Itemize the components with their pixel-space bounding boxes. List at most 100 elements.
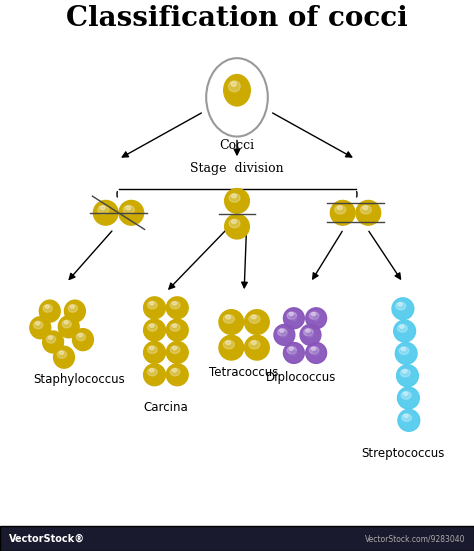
Ellipse shape <box>291 316 297 321</box>
Ellipse shape <box>304 328 313 336</box>
Ellipse shape <box>224 74 250 106</box>
Ellipse shape <box>310 347 319 354</box>
Ellipse shape <box>30 317 51 339</box>
Ellipse shape <box>219 310 244 334</box>
Text: VectorStock®: VectorStock® <box>9 534 85 544</box>
Ellipse shape <box>400 325 404 328</box>
Ellipse shape <box>100 206 105 210</box>
Text: Streptococcus: Streptococcus <box>361 447 445 461</box>
Text: Tetracoccus: Tetracoccus <box>210 366 279 379</box>
Ellipse shape <box>306 329 310 332</box>
Ellipse shape <box>223 341 235 349</box>
Text: Carcina: Carcina <box>144 401 188 414</box>
Ellipse shape <box>173 369 177 372</box>
Text: Diplococcus: Diplococcus <box>266 370 336 383</box>
Ellipse shape <box>229 219 240 228</box>
Ellipse shape <box>223 315 235 323</box>
Ellipse shape <box>404 414 408 418</box>
Ellipse shape <box>45 305 49 309</box>
Ellipse shape <box>330 201 355 225</box>
Ellipse shape <box>289 312 293 316</box>
Ellipse shape <box>150 324 154 327</box>
Ellipse shape <box>401 347 406 350</box>
Ellipse shape <box>173 347 177 350</box>
Ellipse shape <box>397 365 419 387</box>
Ellipse shape <box>398 409 420 431</box>
Ellipse shape <box>249 341 260 349</box>
Ellipse shape <box>173 302 177 305</box>
Ellipse shape <box>48 336 53 339</box>
Ellipse shape <box>144 364 165 386</box>
Ellipse shape <box>394 320 416 342</box>
Ellipse shape <box>144 297 165 318</box>
Ellipse shape <box>34 321 43 329</box>
Ellipse shape <box>46 336 56 343</box>
Ellipse shape <box>280 329 284 332</box>
Ellipse shape <box>43 331 64 353</box>
Ellipse shape <box>251 341 256 344</box>
Ellipse shape <box>93 201 118 225</box>
Text: VectorStock.com/9283040: VectorStock.com/9283040 <box>365 534 465 543</box>
Ellipse shape <box>166 297 188 318</box>
Ellipse shape <box>225 214 249 239</box>
Ellipse shape <box>166 342 188 363</box>
Ellipse shape <box>119 201 144 225</box>
Ellipse shape <box>363 206 368 210</box>
Ellipse shape <box>245 336 269 360</box>
Ellipse shape <box>356 201 381 225</box>
Ellipse shape <box>173 324 177 327</box>
Ellipse shape <box>306 343 327 363</box>
Ellipse shape <box>231 82 237 87</box>
Ellipse shape <box>147 301 157 309</box>
Ellipse shape <box>147 368 157 376</box>
Ellipse shape <box>68 305 77 312</box>
Ellipse shape <box>62 320 71 328</box>
Text: Staphylococcus: Staphylococcus <box>33 373 125 386</box>
FancyBboxPatch shape <box>0 526 474 551</box>
Ellipse shape <box>123 206 135 214</box>
Ellipse shape <box>395 343 417 364</box>
Ellipse shape <box>170 301 180 309</box>
Ellipse shape <box>36 322 40 325</box>
Ellipse shape <box>231 194 237 198</box>
Ellipse shape <box>170 368 180 376</box>
Ellipse shape <box>144 319 165 341</box>
Ellipse shape <box>39 300 60 322</box>
Ellipse shape <box>401 369 410 377</box>
Ellipse shape <box>300 325 321 345</box>
Ellipse shape <box>225 188 249 213</box>
Ellipse shape <box>150 347 154 350</box>
Ellipse shape <box>147 346 157 354</box>
Ellipse shape <box>308 332 313 337</box>
Ellipse shape <box>278 328 287 336</box>
Ellipse shape <box>398 325 407 332</box>
Ellipse shape <box>396 302 406 310</box>
Ellipse shape <box>401 392 411 399</box>
Ellipse shape <box>289 347 293 350</box>
Ellipse shape <box>251 315 256 319</box>
Ellipse shape <box>59 351 64 354</box>
Ellipse shape <box>229 193 240 202</box>
Ellipse shape <box>306 308 327 329</box>
Ellipse shape <box>166 319 188 341</box>
Text: Cocci: Cocci <box>219 139 255 152</box>
Ellipse shape <box>274 325 295 345</box>
Ellipse shape <box>287 347 297 354</box>
Ellipse shape <box>150 302 154 305</box>
Ellipse shape <box>57 350 66 358</box>
Ellipse shape <box>398 302 402 306</box>
Ellipse shape <box>70 305 74 309</box>
Ellipse shape <box>226 341 231 344</box>
Ellipse shape <box>313 350 319 355</box>
Ellipse shape <box>399 347 409 354</box>
Ellipse shape <box>126 206 131 210</box>
Ellipse shape <box>283 343 304 363</box>
Ellipse shape <box>282 332 287 337</box>
Ellipse shape <box>310 312 319 319</box>
Ellipse shape <box>313 316 319 321</box>
Ellipse shape <box>398 387 419 409</box>
Ellipse shape <box>283 308 304 329</box>
Ellipse shape <box>403 392 408 395</box>
Ellipse shape <box>170 346 180 354</box>
Ellipse shape <box>58 316 79 338</box>
